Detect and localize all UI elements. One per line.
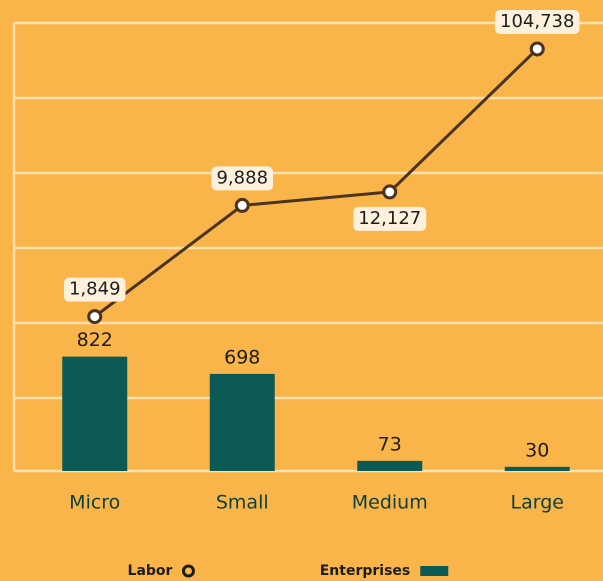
line [93,47,539,318]
legend-marker [420,566,449,576]
x-tick-label: Large [511,492,564,514]
point-label-text: 12,127 [358,208,421,229]
bar [209,373,275,471]
label-box [211,166,274,191]
x-tick-label: Medium [352,492,428,514]
marker [234,197,250,213]
point-label: 104,738 [495,9,580,34]
point-label: 1,849 [63,277,126,302]
bar-label: 30 [525,439,549,461]
label-box [63,277,126,302]
label-box [353,206,427,231]
x-tick-label: Micro [69,492,120,514]
marker [382,184,398,200]
marker [87,309,103,325]
bar [504,466,570,471]
point-label-text: 1,849 [69,279,121,300]
legend-marker [181,564,195,578]
legend-label: Enterprises [320,563,411,579]
legend-label: Labor [128,563,173,579]
marker [529,41,545,57]
point-label: 12,127 [353,206,427,231]
point-label-text: 9,888 [216,167,268,188]
bar-label: 73 [378,433,402,455]
point-label-text: 104,738 [500,11,574,32]
point-label: 9,888 [211,166,274,191]
bar [357,460,423,471]
bar-label: 822 [77,329,113,351]
bar [62,356,128,471]
bar-label: 698 [224,346,260,368]
label-box [495,9,580,34]
x-tick-label: Small [216,492,269,514]
